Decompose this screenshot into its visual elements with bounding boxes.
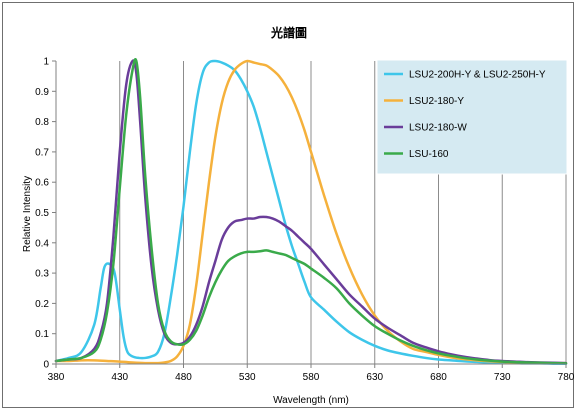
y-tick-label-3: 0.3 xyxy=(35,269,49,280)
series-line-0 xyxy=(54,59,568,365)
x-tick-label-780: 780 xyxy=(558,372,575,383)
x-tick-label-380: 380 xyxy=(48,372,65,383)
y-tick-label-8: 0.8 xyxy=(35,117,49,128)
legend: LSU2-200H-Y & LSU2-250H-Y LSU2-180-Y LSU2-… xyxy=(376,59,568,175)
x-tick-label-580: 580 xyxy=(303,372,320,383)
legend-label-0: LSU2-200H-Y & LSU2-250H-Y xyxy=(409,70,546,81)
y-tick-label-4: 0.4 xyxy=(35,238,49,249)
spectrum-chart: 光譜圖 380 430 480 530 580 630 680 730 780 0 0.1 0.2 0.… xyxy=(22,25,575,406)
series-line-3 xyxy=(54,57,568,365)
x-tick-label-430: 430 xyxy=(111,372,128,383)
y-tick-label-6: 0.6 xyxy=(35,178,49,189)
x-tick-label-680: 680 xyxy=(430,372,447,383)
x-axis-title: Wavelength (nm) xyxy=(273,395,349,406)
legend-label-3: LSU-160 xyxy=(409,149,449,160)
x-tick-label-530: 530 xyxy=(239,372,256,383)
y-tick-label-5: 0.5 xyxy=(35,208,49,219)
axis-layer: 380 430 480 530 580 630 680 730 780 0 0.1 0.2 0.3 0.4… xyxy=(35,57,575,384)
y-tick-label-10: 1 xyxy=(43,57,49,68)
y-axis-title: Relative Intensity xyxy=(22,176,33,252)
x-tick-label-480: 480 xyxy=(175,372,192,383)
y-tick-label-7: 0.7 xyxy=(35,147,49,158)
y-tick-label-1: 0.1 xyxy=(35,329,49,340)
y-tick-label-9: 0.9 xyxy=(35,87,49,98)
legend-label-1: LSU2-180-Y xyxy=(409,96,464,107)
chart-title: 光譜圖 xyxy=(270,25,307,40)
y-tick-label-2: 0.2 xyxy=(35,299,49,310)
legend-label-2: LSU2-180-W xyxy=(409,123,467,134)
x-tick-label-730: 730 xyxy=(494,372,511,383)
legend-box xyxy=(376,59,568,175)
y-tick-label-0: 0 xyxy=(43,360,49,371)
series-layer xyxy=(54,57,568,365)
x-tick-label-630: 630 xyxy=(366,372,383,383)
series-line-1 xyxy=(54,59,568,365)
